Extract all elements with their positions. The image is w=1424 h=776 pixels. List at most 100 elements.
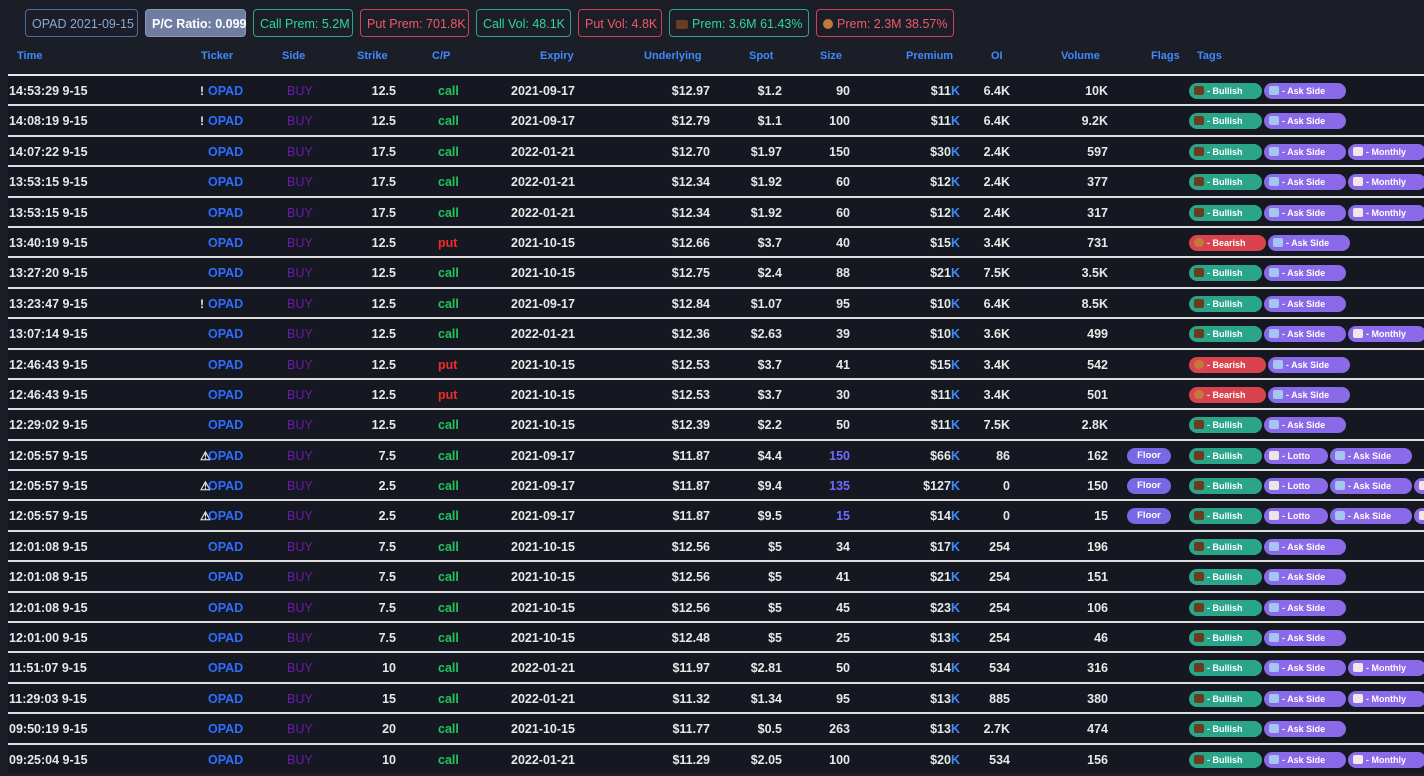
ticker-link[interactable]: OPAD [208, 722, 244, 737]
table-row[interactable]: 13:27:20 9-15 OPAD BUY 12.5 call 2021-10-15 $1… [8, 256, 1424, 287]
tag-bullish[interactable]: - Bullish [1189, 599, 1262, 616]
table-row[interactable]: 13:53:15 9-15 OPAD BUY 17.5 call 2022-01-21 $1… [8, 165, 1424, 196]
tag-ask[interactable]: - Ask Side [1264, 83, 1346, 99]
tag-ask[interactable]: - Ask Side [1264, 538, 1346, 555]
tag-ask[interactable]: - Ask Side [1330, 447, 1412, 464]
tag-ask[interactable]: - Ask Side [1264, 630, 1346, 647]
call-volume-chip[interactable]: Call Vol: 48.1K [476, 9, 571, 37]
table-row[interactable]: 14:07:22 9-15 OPAD BUY 17.5 call 2022-01-21 $1… [8, 134, 1424, 166]
tag-bullish[interactable]: - Bullish [1189, 447, 1262, 464]
tag-monthly[interactable]: - Monthly [1348, 690, 1424, 707]
tag-bearish[interactable]: - Bearish [1189, 234, 1266, 251]
col-side[interactable]: Side [282, 50, 306, 62]
ticker-link[interactable]: OPAD [208, 570, 244, 585]
table-row[interactable]: 12:01:08 9-15 OPAD BUY 7.5 call 2021-10-15 $12… [8, 560, 1424, 591]
table-row[interactable]: 14:53:29 9-15! OPAD BUY 12.5 call 2021-09-17 $… [8, 74, 1424, 105]
put-volume-chip[interactable]: Put Vol: 4.8K [578, 9, 662, 37]
tag-ask[interactable]: - Ask Side [1268, 386, 1350, 403]
table-row[interactable]: 13:53:15 9-15 OPAD BUY 17.5 call 2022-01-21 $1… [8, 195, 1424, 226]
tag-ask[interactable]: - Ask Side [1264, 751, 1346, 768]
tag-bullish[interactable]: - Bullish [1189, 569, 1262, 586]
table-row[interactable]: 09:50:19 9-15 OPAD BUY 20 call 2021-10-15 $11.… [8, 712, 1424, 743]
ticker-link[interactable]: OPAD [208, 691, 244, 706]
tag-ask[interactable]: - Ask Side [1264, 599, 1346, 616]
tag-monthly[interactable]: - Monthly [1348, 204, 1424, 221]
tag-ask[interactable]: - Ask Side [1268, 356, 1350, 373]
tag-bullish[interactable]: - Bullish [1189, 660, 1262, 677]
tag-ask[interactable]: - Ask Side [1264, 326, 1346, 343]
tag-ask[interactable]: - Ask Side [1264, 417, 1346, 434]
tag-bullish[interactable]: - Bullish [1189, 751, 1262, 768]
table-row[interactable]: 12:05:57 9-15 ⚠ OPAD BUY 7.5 call 2021-09-17 $1… [8, 438, 1424, 470]
col-cp[interactable]: C/P [432, 50, 451, 62]
col-volume[interactable]: Volume [1061, 50, 1100, 62]
tag-bullish[interactable]: - Bullish [1189, 538, 1262, 555]
table-row[interactable]: 11:51:07 9-15 OPAD BUY 10 call 2022-01-21 $11.… [8, 651, 1424, 682]
ticker-link[interactable]: OPAD [208, 357, 244, 372]
tag-monthly[interactable]: - Monthly [1348, 660, 1424, 677]
tag-bullish[interactable]: - Bullish [1189, 417, 1262, 434]
tag-bullish[interactable]: - Bullish [1189, 143, 1262, 160]
tag-monthly[interactable]: - Monthly [1348, 143, 1424, 160]
tag-monthly[interactable]: - Monthly [1414, 508, 1424, 525]
tag-ask[interactable]: - Ask Side [1264, 143, 1346, 160]
ticker-link[interactable]: OPAD [208, 114, 244, 129]
tag-ask[interactable]: - Ask Side [1264, 569, 1346, 586]
tag-ask[interactable]: - Ask Side [1264, 690, 1346, 707]
tag-monthly[interactable]: - Monthly [1348, 751, 1424, 768]
tag-bearish[interactable]: - Bearish [1189, 356, 1266, 373]
tag-lotto[interactable]: - Lotto [1264, 478, 1328, 495]
tag-ask[interactable]: - Ask Side [1264, 660, 1346, 677]
ticker-link[interactable]: OPAD [208, 631, 244, 646]
tag-ask[interactable]: - Ask Side [1330, 508, 1412, 525]
tag-ask[interactable]: - Ask Side [1264, 174, 1346, 191]
col-strike[interactable]: Strike [357, 50, 388, 62]
table-row[interactable]: 12:05:57 9-15 ⚠ OPAD BUY 2.5 call 2021-09-17 $1… [8, 499, 1424, 530]
ticker-link[interactable]: OPAD [208, 205, 244, 220]
tag-bullish[interactable]: - Bullish [1189, 690, 1262, 707]
ticker-link[interactable]: OPAD [208, 266, 244, 281]
put-premium-chip[interactable]: Put Prem: 701.8K [360, 9, 469, 37]
tag-bullish[interactable]: - Bullish [1189, 721, 1262, 738]
ticker-link[interactable]: OPAD [208, 418, 244, 433]
tag-bullish[interactable]: - Bullish [1189, 478, 1262, 495]
col-premium[interactable]: Premium [906, 50, 954, 62]
tag-ask[interactable]: - Ask Side [1264, 721, 1346, 738]
ticker-link[interactable]: OPAD [208, 144, 244, 159]
bullish-premium-chip[interactable]: Prem: 3.6M 61.43% [669, 9, 809, 37]
ticker-link[interactable]: OPAD [208, 509, 244, 524]
table-row[interactable]: 12:29:02 9-15 OPAD BUY 12.5 call 2021-10-15 $1… [8, 408, 1424, 439]
tag-ask[interactable]: - Ask Side [1264, 295, 1346, 312]
ticker-link[interactable]: OPAD [208, 661, 244, 676]
tag-ask[interactable]: - Ask Side [1264, 204, 1346, 221]
table-row[interactable]: 14:08:19 9-15! OPAD BUY 12.5 call 2021-09-17 $… [8, 104, 1424, 135]
tag-lotto[interactable]: - Lotto [1264, 508, 1328, 525]
tag-bullish[interactable]: - Bullish [1189, 630, 1262, 647]
table-row[interactable]: 13:23:47 9-15! OPAD BUY 12.5 call 2021-09-17 $… [8, 286, 1424, 318]
tag-bullish[interactable]: - Bullish [1189, 265, 1262, 282]
table-row[interactable]: 12:46:43 9-15 OPAD BUY 12.5 put 2021-10-15 $12… [8, 347, 1424, 378]
bearish-premium-chip[interactable]: Prem: 2.3M 38.57% [816, 9, 954, 37]
tag-bullish[interactable]: - Bullish [1189, 508, 1262, 525]
tag-ask[interactable]: - Ask Side [1264, 113, 1346, 130]
table-row[interactable]: 12:01:00 9-15 OPAD BUY 7.5 call 2021-10-15 $12… [8, 621, 1424, 652]
tag-ask[interactable]: - Ask Side [1268, 234, 1350, 251]
tag-bullish[interactable]: - Bullish [1189, 174, 1262, 191]
tag-bearish[interactable]: - Bearish [1189, 386, 1266, 403]
tag-lotto[interactable]: - Lotto [1264, 447, 1328, 464]
tag-monthly[interactable]: - Monthly [1414, 478, 1424, 495]
floor-flag-badge[interactable]: Floor [1127, 478, 1171, 495]
ticker-link[interactable]: OPAD [208, 296, 244, 311]
ticker-link[interactable]: OPAD [208, 235, 244, 250]
ticker-date-chip[interactable]: OPAD 2021-09-15 [25, 9, 138, 37]
col-underlying[interactable]: Underlying [644, 50, 702, 62]
ticker-link[interactable]: OPAD [208, 84, 244, 98]
table-row[interactable]: 12:05:57 9-15 ⚠ OPAD BUY 2.5 call 2021-09-17 $1… [8, 469, 1424, 500]
ticker-link[interactable]: OPAD [208, 448, 244, 463]
tag-bullish[interactable]: - Bullish [1189, 326, 1262, 343]
col-oi[interactable]: OI [991, 50, 1003, 62]
tag-monthly[interactable]: - Monthly [1348, 326, 1424, 343]
col-expiry[interactable]: Expiry [540, 50, 574, 62]
table-row[interactable]: 11:29:03 9-15 OPAD BUY 15 call 2022-01-21 $11.… [8, 681, 1424, 713]
pc-ratio-chip[interactable]: P/C Ratio: 0.099 [145, 9, 246, 37]
